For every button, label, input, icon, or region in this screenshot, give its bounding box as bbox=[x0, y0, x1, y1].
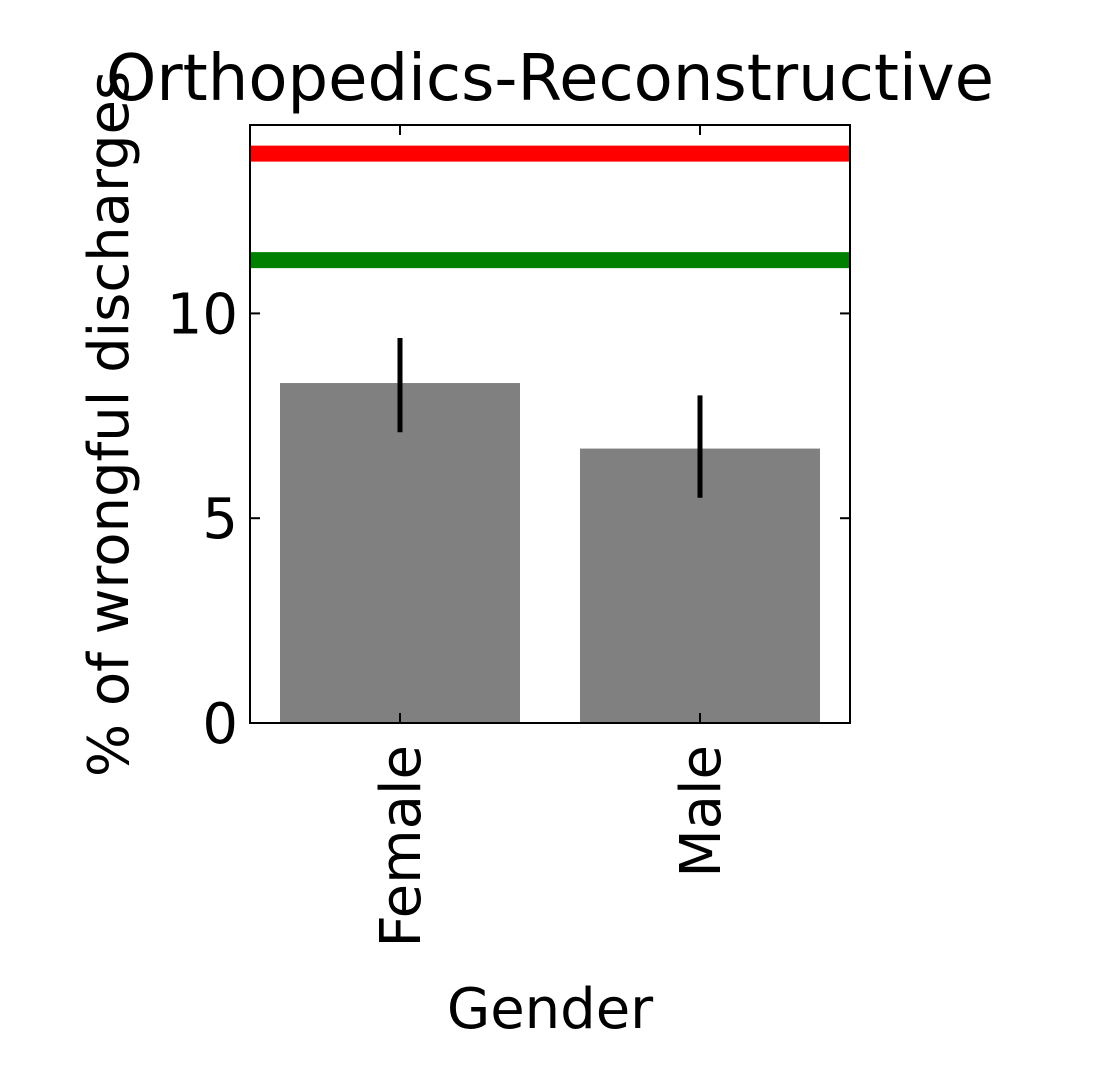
axis-ticks: Female Male 0 5 10 bbox=[167, 125, 850, 947]
x-tick-label-male: Male bbox=[669, 745, 734, 878]
plot-area bbox=[250, 145, 850, 723]
bar-female bbox=[280, 383, 520, 723]
y-tick-label: 10 bbox=[167, 282, 238, 347]
y-tick-label: 5 bbox=[202, 487, 238, 552]
x-tick-label-female: Female bbox=[369, 745, 434, 947]
y-axis-label: % of wrongful discharges bbox=[77, 71, 142, 777]
y-tick-label: 0 bbox=[202, 692, 238, 757]
plot-frame bbox=[249, 124, 851, 724]
chart-title: Orthopedics-Reconstructive bbox=[106, 42, 994, 116]
x-axis-label: Gender bbox=[447, 977, 654, 1042]
